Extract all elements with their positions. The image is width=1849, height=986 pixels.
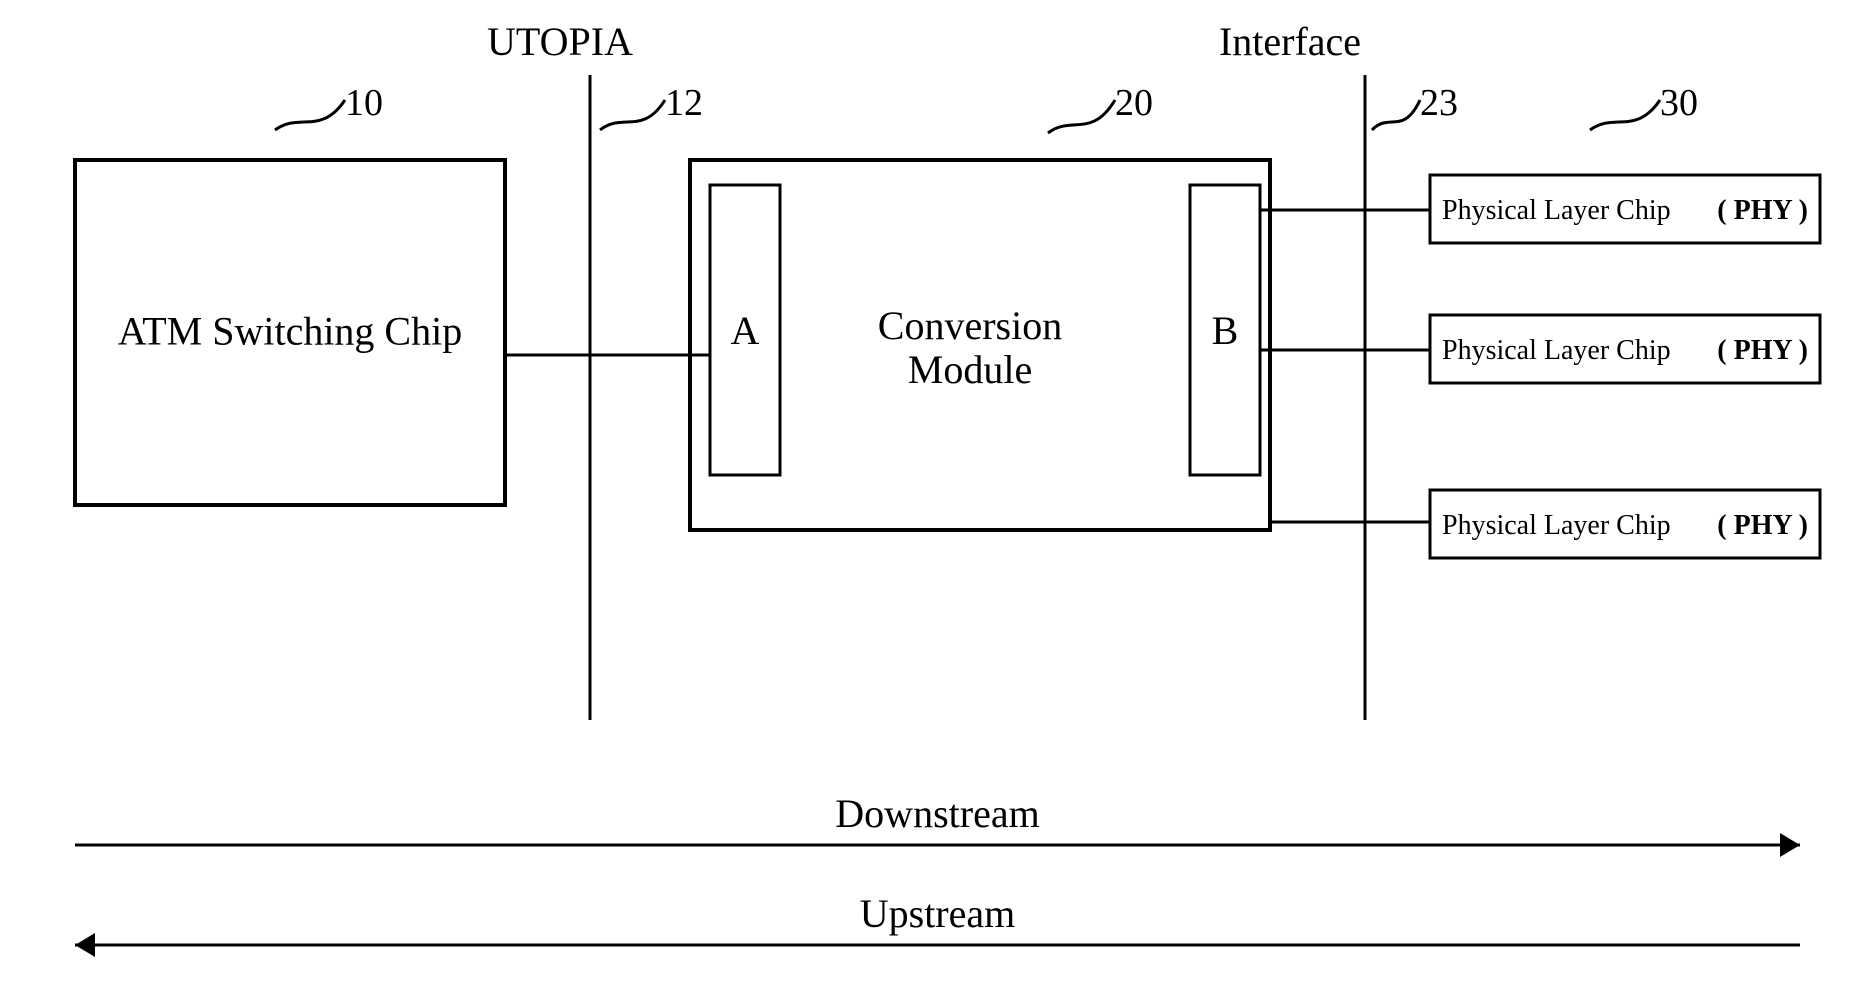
phy-suffix-1: ( PHY ) xyxy=(1717,335,1808,366)
leader-tilde xyxy=(600,100,665,130)
conversion-label-2: Module xyxy=(908,347,1032,392)
phy-suffix-0: ( PHY ) xyxy=(1717,195,1808,226)
ref-23: 23 xyxy=(1420,82,1458,124)
arrow-head xyxy=(1780,833,1800,857)
ref-20: 20 xyxy=(1115,82,1153,124)
conversion-port-a-label: A xyxy=(731,308,760,353)
leader-tilde xyxy=(275,100,345,130)
phy-label-1: Physical Layer Chip xyxy=(1442,335,1671,366)
atm-box-label: ATM Switching Chip xyxy=(118,309,462,354)
phy-suffix-2: ( PHY ) xyxy=(1717,510,1808,541)
phy-label-0: Physical Layer Chip xyxy=(1442,195,1671,226)
leader-tilde xyxy=(1372,100,1420,130)
arrow-label-upstream: Upstream xyxy=(860,891,1016,936)
ref-12: 12 xyxy=(665,82,703,124)
conversion-port-b-label: B xyxy=(1212,308,1239,353)
phy-label-2: Physical Layer Chip xyxy=(1442,510,1671,541)
arrow-label-downstream: Downstream xyxy=(835,791,1039,836)
leader-tilde xyxy=(1590,100,1660,130)
label-utopia: UTOPIA xyxy=(487,19,633,64)
leader-tilde xyxy=(1048,100,1115,133)
arrow-head xyxy=(75,933,95,957)
ref-10: 10 xyxy=(345,82,383,124)
ref-30: 30 xyxy=(1660,82,1698,124)
conversion-label-1: Conversion xyxy=(878,303,1062,348)
label-interface: Interface xyxy=(1219,19,1361,64)
